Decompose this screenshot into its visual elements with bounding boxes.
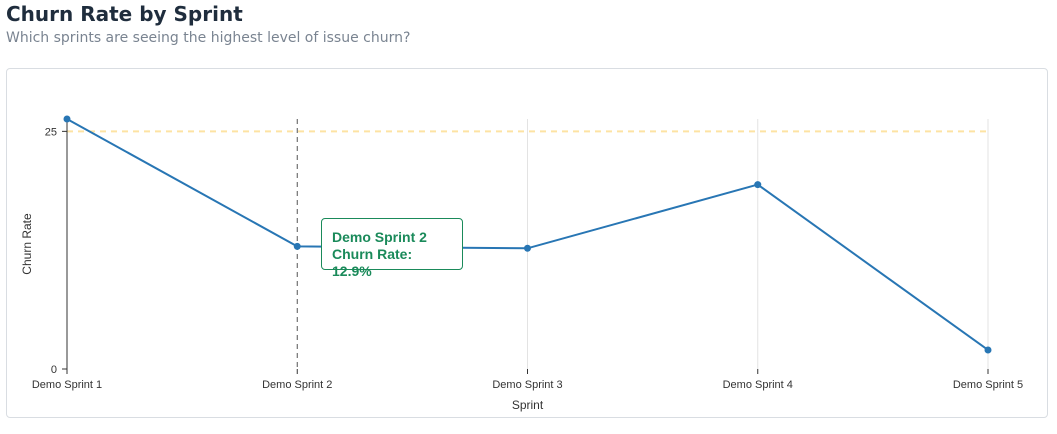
y-tick-label: 25	[45, 126, 57, 138]
tooltip-title: Demo Sprint 2	[332, 229, 427, 245]
grid-layer	[527, 119, 989, 369]
data-point[interactable]	[63, 115, 71, 123]
page-subtitle: Which sprints are seeing the highest lev…	[6, 30, 411, 46]
points-layer	[63, 115, 992, 354]
y-axis-title: Churn Rate	[20, 213, 34, 275]
page-title: Churn Rate by Sprint	[6, 2, 243, 26]
chart-tooltip: Demo Sprint 2 Churn Rate: 12.9%	[321, 218, 463, 279]
y-tick-label: 0	[51, 364, 57, 376]
data-point[interactable]	[524, 244, 531, 252]
tooltip-value: Churn Rate: 12.9%	[332, 246, 413, 279]
data-point[interactable]	[754, 181, 762, 189]
x-tick-label: Demo Sprint 3	[492, 379, 562, 391]
x-tick-label: Demo Sprint 1	[32, 379, 102, 391]
x-tick-label: Demo Sprint 2	[262, 379, 332, 391]
x-tick-label: Demo Sprint 5	[953, 379, 1023, 391]
data-point[interactable]	[984, 346, 992, 354]
x-tick-label: Demo Sprint 4	[723, 379, 793, 391]
data-point[interactable]	[293, 242, 301, 250]
x-axis-title: Sprint	[512, 398, 544, 412]
chart-card: 0 25 Demo Sprint 1 Demo Sprint 2 Demo Sprint…	[6, 68, 1048, 418]
